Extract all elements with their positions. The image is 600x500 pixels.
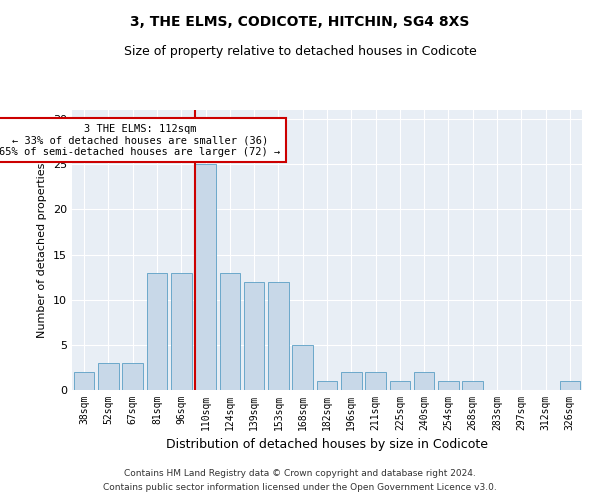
Bar xyxy=(195,164,216,390)
Bar xyxy=(463,381,483,390)
Bar xyxy=(292,345,313,390)
Bar xyxy=(244,282,265,390)
Bar xyxy=(438,381,459,390)
Bar xyxy=(122,363,143,390)
Bar xyxy=(98,363,119,390)
Bar xyxy=(389,381,410,390)
Bar xyxy=(414,372,434,390)
Bar xyxy=(171,272,191,390)
Bar xyxy=(146,272,167,390)
Bar xyxy=(268,282,289,390)
Text: 3, THE ELMS, CODICOTE, HITCHIN, SG4 8XS: 3, THE ELMS, CODICOTE, HITCHIN, SG4 8XS xyxy=(130,15,470,29)
Text: Contains public sector information licensed under the Open Government Licence v3: Contains public sector information licen… xyxy=(103,484,497,492)
Bar xyxy=(365,372,386,390)
Text: Contains HM Land Registry data © Crown copyright and database right 2024.: Contains HM Land Registry data © Crown c… xyxy=(124,468,476,477)
Bar xyxy=(560,381,580,390)
Bar xyxy=(74,372,94,390)
Bar xyxy=(220,272,240,390)
X-axis label: Distribution of detached houses by size in Codicote: Distribution of detached houses by size … xyxy=(166,438,488,452)
Bar xyxy=(317,381,337,390)
Y-axis label: Number of detached properties: Number of detached properties xyxy=(37,162,47,338)
Text: Size of property relative to detached houses in Codicote: Size of property relative to detached ho… xyxy=(124,45,476,58)
Text: 3 THE ELMS: 112sqm
← 33% of detached houses are smaller (36)
65% of semi-detache: 3 THE ELMS: 112sqm ← 33% of detached hou… xyxy=(0,124,281,156)
Bar xyxy=(341,372,362,390)
